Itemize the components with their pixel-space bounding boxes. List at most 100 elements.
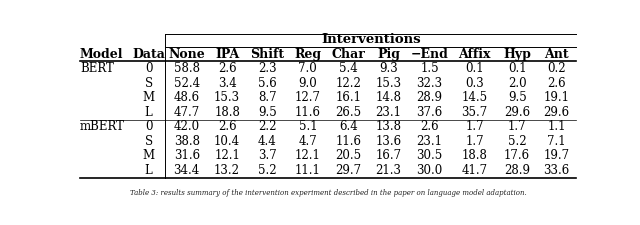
Text: 14.5: 14.5: [461, 91, 488, 104]
Text: Reg: Reg: [294, 47, 321, 61]
Text: 16.1: 16.1: [335, 91, 361, 104]
Text: 5.4: 5.4: [339, 62, 358, 75]
Text: 0.1: 0.1: [465, 62, 484, 75]
Text: Hyp: Hyp: [503, 47, 531, 61]
Text: 11.1: 11.1: [295, 164, 321, 177]
Text: Data: Data: [132, 47, 165, 61]
Text: 32.3: 32.3: [417, 77, 443, 90]
Text: 5.2: 5.2: [508, 135, 527, 148]
Text: 12.2: 12.2: [335, 77, 361, 90]
Text: IPA: IPA: [215, 47, 239, 61]
Text: 48.6: 48.6: [173, 91, 200, 104]
Text: Char: Char: [332, 47, 365, 61]
Text: 11.6: 11.6: [295, 106, 321, 119]
Text: 2.6: 2.6: [218, 62, 236, 75]
Text: Ant: Ant: [544, 47, 569, 61]
Text: 2.3: 2.3: [258, 62, 276, 75]
Text: 20.5: 20.5: [335, 149, 361, 162]
Text: 29.6: 29.6: [543, 106, 570, 119]
Text: 4.7: 4.7: [298, 135, 317, 148]
Text: 0.2: 0.2: [547, 62, 566, 75]
Text: 47.7: 47.7: [173, 106, 200, 119]
Text: 37.6: 37.6: [417, 106, 443, 119]
Text: 35.7: 35.7: [461, 106, 488, 119]
Text: 3.7: 3.7: [258, 149, 277, 162]
Text: 1.1: 1.1: [547, 120, 566, 133]
Text: 10.4: 10.4: [214, 135, 240, 148]
Text: L: L: [145, 106, 152, 119]
Text: 0: 0: [145, 120, 152, 133]
Text: 12.1: 12.1: [295, 149, 321, 162]
Text: 29.7: 29.7: [335, 164, 361, 177]
Text: Table 3: results summary of the intervention experiment described in the paper o: Table 3: results summary of the interven…: [130, 189, 526, 197]
Text: Shift: Shift: [250, 47, 285, 61]
Text: 14.8: 14.8: [376, 91, 401, 104]
Text: 23.1: 23.1: [417, 135, 442, 148]
Text: 19.7: 19.7: [543, 149, 570, 162]
Text: 21.3: 21.3: [376, 164, 401, 177]
Text: S: S: [145, 135, 153, 148]
Text: Interventions: Interventions: [321, 33, 420, 46]
Text: Model: Model: [80, 47, 124, 61]
Text: 9.3: 9.3: [379, 62, 398, 75]
Text: 31.6: 31.6: [173, 149, 200, 162]
Text: 41.7: 41.7: [461, 164, 488, 177]
Text: 0.3: 0.3: [465, 77, 484, 90]
Text: 12.1: 12.1: [214, 149, 240, 162]
Text: 26.5: 26.5: [335, 106, 361, 119]
Text: M: M: [143, 149, 155, 162]
Text: 30.0: 30.0: [417, 164, 443, 177]
Text: 13.6: 13.6: [376, 135, 402, 148]
Text: 1.5: 1.5: [420, 62, 439, 75]
Text: 58.8: 58.8: [173, 62, 200, 75]
Text: 42.0: 42.0: [173, 120, 200, 133]
Text: mBERT: mBERT: [80, 120, 125, 133]
Text: 52.4: 52.4: [173, 77, 200, 90]
Text: 1.7: 1.7: [465, 135, 484, 148]
Text: 23.1: 23.1: [376, 106, 401, 119]
Text: 2.0: 2.0: [508, 77, 527, 90]
Text: 6.4: 6.4: [339, 120, 358, 133]
Text: 9.5: 9.5: [508, 91, 527, 104]
Text: 12.7: 12.7: [295, 91, 321, 104]
Text: None: None: [168, 47, 205, 61]
Text: 15.3: 15.3: [376, 77, 402, 90]
Text: 7.1: 7.1: [547, 135, 566, 148]
Text: 18.8: 18.8: [214, 106, 240, 119]
Text: L: L: [145, 164, 152, 177]
Text: 30.5: 30.5: [417, 149, 443, 162]
Text: 33.6: 33.6: [543, 164, 570, 177]
Text: 28.9: 28.9: [417, 91, 442, 104]
Text: 5.6: 5.6: [258, 77, 277, 90]
Text: 15.3: 15.3: [214, 91, 240, 104]
Text: 11.6: 11.6: [335, 135, 361, 148]
Text: 4.4: 4.4: [258, 135, 277, 148]
Text: 9.5: 9.5: [258, 106, 277, 119]
Text: 0: 0: [145, 62, 152, 75]
Text: 3.4: 3.4: [218, 77, 236, 90]
Text: 5.2: 5.2: [258, 164, 276, 177]
Text: 1.7: 1.7: [508, 120, 527, 133]
Text: 2.2: 2.2: [258, 120, 276, 133]
Text: BERT: BERT: [80, 62, 114, 75]
Text: 29.6: 29.6: [504, 106, 530, 119]
Text: 2.6: 2.6: [547, 77, 566, 90]
Text: 18.8: 18.8: [461, 149, 488, 162]
Text: 34.4: 34.4: [173, 164, 200, 177]
Text: −End: −End: [411, 47, 449, 61]
Text: 38.8: 38.8: [173, 135, 200, 148]
Text: 1.7: 1.7: [465, 120, 484, 133]
Text: 0.1: 0.1: [508, 62, 527, 75]
Text: S: S: [145, 77, 153, 90]
Text: 17.6: 17.6: [504, 149, 530, 162]
Text: 19.1: 19.1: [543, 91, 570, 104]
Text: 7.0: 7.0: [298, 62, 317, 75]
Text: 9.0: 9.0: [298, 77, 317, 90]
Text: M: M: [143, 91, 155, 104]
Text: Pig: Pig: [377, 47, 400, 61]
Text: 8.7: 8.7: [258, 91, 276, 104]
Text: 16.7: 16.7: [376, 149, 402, 162]
Text: 2.6: 2.6: [218, 120, 236, 133]
Text: 2.6: 2.6: [420, 120, 439, 133]
Text: 13.8: 13.8: [376, 120, 401, 133]
